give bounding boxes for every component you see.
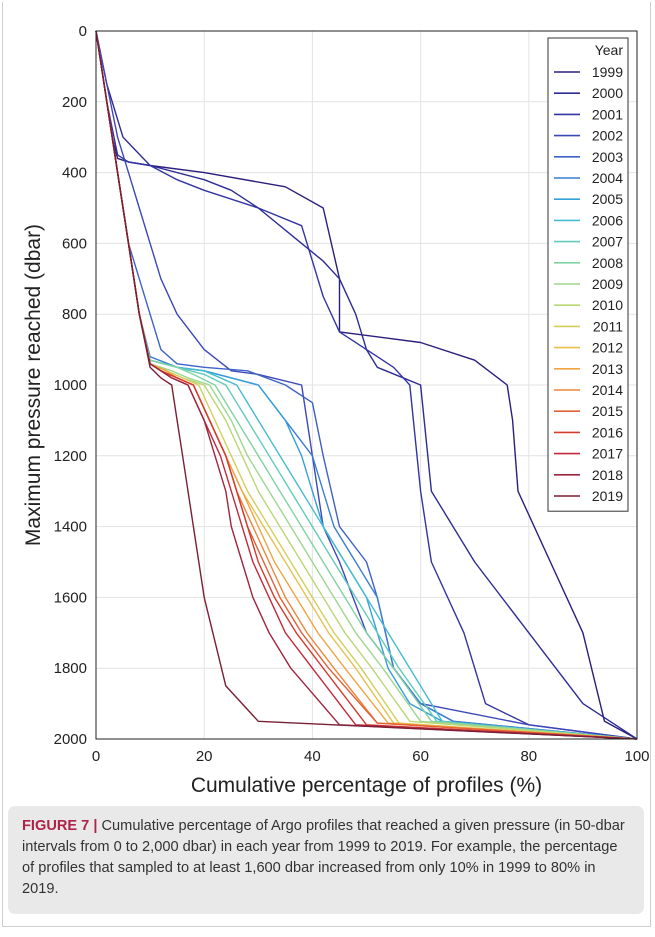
legend-entry: 2007 [592, 234, 623, 250]
caption-text: Cumulative percentage of Argo profiles t… [22, 818, 625, 897]
legend-title: Year [595, 42, 624, 58]
figure-frame [2, 2, 651, 927]
plot-area [95, 30, 638, 740]
legend-entry: 2012 [592, 340, 623, 356]
legend-entry: 2019 [592, 488, 623, 504]
x-tick-label: 60 [412, 748, 429, 765]
legend-entry: 2004 [592, 170, 623, 186]
legend-entry: 2016 [592, 424, 623, 440]
legend-entry: 2015 [592, 403, 623, 419]
y-tick-label: 1600 [54, 589, 87, 606]
y-tick-label: 200 [62, 94, 87, 111]
y-tick-label: 0 [79, 23, 87, 40]
legend-entry: 2018 [592, 467, 623, 483]
legend-entry: 2002 [592, 128, 623, 144]
y-tick-label: 2000 [54, 731, 87, 748]
legend-entry: 2008 [592, 255, 623, 271]
legend-entry: 2005 [592, 191, 623, 207]
x-axis-label: Cumulative percentage of profiles (%) [191, 774, 542, 797]
series-line-2001 [95, 30, 638, 740]
y-tick-label: 600 [62, 235, 87, 252]
y-tick-label: 1400 [54, 519, 87, 536]
legend-entry: 2003 [592, 149, 623, 165]
legend-entry: 2009 [592, 276, 623, 292]
y-tick-labels: 0 200 400 600 800 1000 1200 1400 1600 1800 2000 [54, 23, 87, 748]
line-chart: 0 20 40 60 80 100 0 200 400 600 800 1000 1200 1400 16… [22, 23, 650, 797]
legend-entry: 2000 [592, 85, 623, 101]
legend-entry: 2011 [593, 318, 623, 334]
x-tick-labels: 0 20 40 60 80 100 [92, 748, 650, 765]
y-tick-label: 800 [62, 306, 87, 323]
series-line-2019 [95, 30, 638, 740]
legend-entry: 1999 [592, 64, 623, 80]
legend-entry: 2001 [592, 106, 623, 122]
x-tick-label: 40 [304, 748, 321, 765]
legend-entry: 2013 [592, 361, 623, 377]
x-tick-label: 80 [520, 748, 537, 765]
y-tick-label: 1000 [54, 377, 87, 394]
legend-entry: 2017 [592, 446, 623, 462]
legend-entry: 2010 [592, 297, 623, 313]
x-tick-label: 100 [624, 748, 649, 765]
y-tick-label: 1800 [54, 660, 87, 677]
legend: Year 1999 2000 2001 2002 2003 2004 2005 2006 2007… [547, 37, 629, 512]
legend-entry: 2014 [592, 382, 623, 398]
y-tick-label: 400 [62, 165, 87, 182]
series-lines [95, 30, 638, 740]
legend-entry: 2006 [592, 212, 623, 228]
y-axis-label: Maximum pressure reached (dbar) [22, 224, 45, 546]
x-tick-label: 20 [196, 748, 213, 765]
figure-caption: FIGURE 7 | Cumulative percentage of Argo… [8, 806, 644, 914]
caption-label: FIGURE 7 | [22, 818, 98, 834]
x-tick-label: 0 [92, 748, 100, 765]
y-tick-label: 1200 [54, 448, 87, 465]
